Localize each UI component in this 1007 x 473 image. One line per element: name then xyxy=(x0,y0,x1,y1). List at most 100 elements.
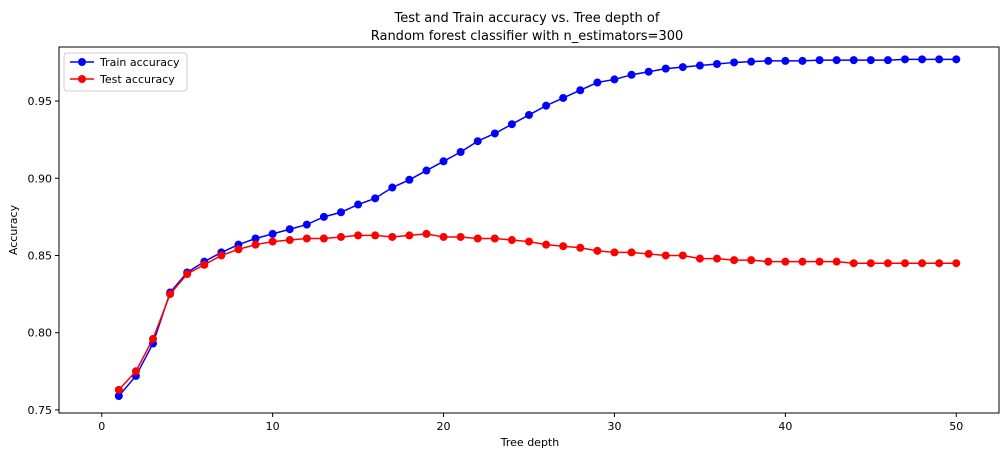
data-point-train xyxy=(525,110,533,119)
data-point-test xyxy=(730,256,739,265)
data-point-test xyxy=(490,234,499,243)
data-point-test xyxy=(610,248,619,257)
x-tick-label: 50 xyxy=(949,420,963,433)
data-point-test xyxy=(849,259,858,268)
data-point-train xyxy=(319,212,328,221)
data-point-test xyxy=(815,257,824,266)
data-point-train xyxy=(439,157,448,166)
x-tick-label: 30 xyxy=(607,420,621,433)
data-point-test xyxy=(952,259,961,268)
data-point-train xyxy=(593,78,602,87)
data-point-train xyxy=(849,56,858,65)
legend: Train accuracy Test accuracy xyxy=(63,52,188,92)
series-line-test xyxy=(118,233,957,391)
data-point-test xyxy=(200,260,209,269)
data-point-train xyxy=(473,137,482,146)
data-point-test xyxy=(268,237,277,246)
data-point-train xyxy=(918,55,927,64)
data-point-train xyxy=(610,75,619,84)
data-point-test xyxy=(593,246,602,255)
y-axis-label: Accuracy xyxy=(7,204,20,255)
x-tick-label: 0 xyxy=(98,420,105,433)
data-point-train xyxy=(627,70,636,79)
x-tick-label: 40 xyxy=(778,420,792,433)
data-point-train xyxy=(422,166,431,175)
chart-title-line2: Random forest classifier with n_estimato… xyxy=(371,29,684,44)
data-point-train xyxy=(354,200,363,209)
data-point-train xyxy=(371,194,380,203)
data-point-train xyxy=(388,183,397,192)
data-point-test xyxy=(388,232,397,241)
data-point-test xyxy=(627,248,636,257)
data-point-test xyxy=(576,243,585,252)
data-point-train xyxy=(883,56,892,65)
data-point-train xyxy=(815,56,824,65)
x-tick-label: 20 xyxy=(437,420,451,433)
legend-label-train: Train accuracy xyxy=(99,56,180,69)
data-point-train xyxy=(781,56,790,65)
data-point-train xyxy=(559,93,568,102)
data-point-train xyxy=(337,208,345,217)
data-point-test xyxy=(251,240,260,249)
plot-area-frame xyxy=(58,46,1000,414)
data-point-test xyxy=(422,229,431,238)
y-axis: 0.75 0.80 0.85 0.90 0.95 xyxy=(28,95,59,417)
data-point-test xyxy=(405,231,414,240)
data-point-train xyxy=(713,59,721,68)
data-point-train xyxy=(507,120,516,129)
data-point-test xyxy=(183,270,192,279)
data-point-test xyxy=(918,259,927,268)
x-tick-label: 10 xyxy=(266,420,280,433)
data-point-test xyxy=(747,256,756,265)
x-axis: 0 10 20 30 40 50 xyxy=(98,413,963,433)
data-point-train xyxy=(456,148,465,157)
data-point-train xyxy=(542,101,551,110)
data-point-test xyxy=(542,240,551,249)
data-point-train xyxy=(251,234,260,243)
x-axis-label: Tree depth xyxy=(500,436,559,449)
data-point-test xyxy=(234,245,243,254)
data-point-train xyxy=(576,86,585,95)
data-point-test xyxy=(114,385,123,394)
data-point-train xyxy=(764,56,773,65)
data-point-train xyxy=(644,67,653,76)
data-point-test xyxy=(217,251,226,260)
data-point-test xyxy=(131,367,140,376)
data-point-test xyxy=(354,231,363,240)
data-point-test xyxy=(473,234,482,243)
y-tick-label: 0.80 xyxy=(28,327,53,340)
data-point-train xyxy=(490,129,499,138)
y-tick-label: 0.75 xyxy=(28,404,53,417)
data-point-test xyxy=(371,231,380,240)
data-point-test xyxy=(285,236,294,245)
data-point-test xyxy=(713,254,721,263)
data-point-test xyxy=(781,257,790,266)
data-point-test xyxy=(456,232,465,241)
data-point-train xyxy=(268,229,277,238)
data-point-test xyxy=(661,251,670,260)
data-point-test xyxy=(507,236,516,245)
y-tick-label: 0.95 xyxy=(28,95,53,108)
data-point-train xyxy=(285,225,294,234)
data-point-test xyxy=(319,234,328,243)
data-point-train xyxy=(405,175,414,184)
legend-label-test: Test accuracy xyxy=(99,73,175,86)
legend-marker-test xyxy=(78,75,86,83)
legend-marker-train xyxy=(78,58,86,66)
legend-box xyxy=(63,52,188,92)
data-point-train xyxy=(661,64,670,73)
data-point-train xyxy=(302,220,311,229)
data-point-test xyxy=(883,259,892,268)
data-point-train xyxy=(798,56,807,65)
series-line-train xyxy=(118,58,957,397)
data-point-test xyxy=(337,232,345,241)
data-point-train xyxy=(114,392,123,401)
data-point-test xyxy=(866,259,875,268)
data-point-test xyxy=(166,290,175,299)
data-point-train xyxy=(866,56,875,65)
data-point-test xyxy=(644,249,653,258)
data-point-train xyxy=(730,58,739,67)
data-point-test xyxy=(798,257,807,266)
y-tick-label: 0.85 xyxy=(28,249,53,262)
